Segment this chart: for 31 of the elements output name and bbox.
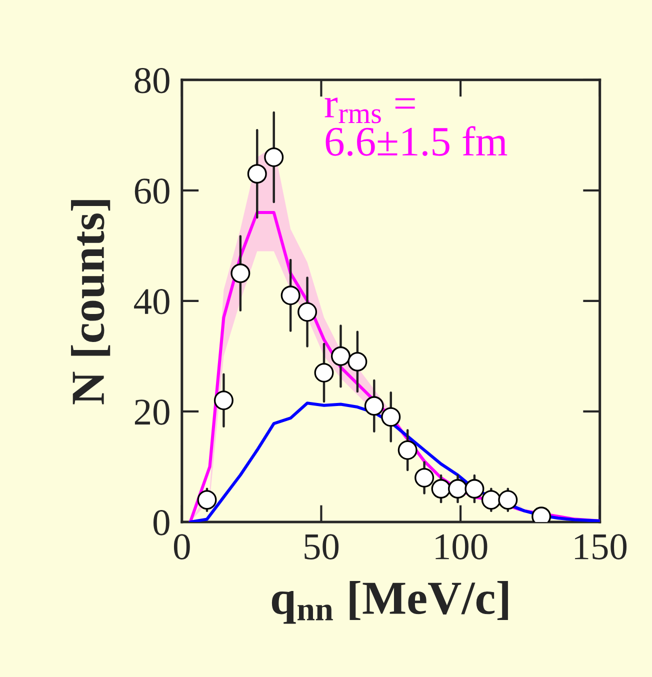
x-tick-label: 150: [575, 534, 627, 560]
point: [348, 352, 368, 372]
point: [330, 346, 350, 366]
y-tick-label: 40: [134, 289, 170, 314]
point: [247, 164, 267, 184]
point: [197, 490, 217, 510]
point: [481, 490, 501, 510]
point: [464, 479, 484, 499]
point: [230, 264, 250, 284]
point: [280, 286, 300, 306]
y-tick-label: 20: [134, 400, 170, 425]
point: [298, 302, 318, 322]
y-tick-label: 0: [153, 510, 170, 536]
x-tick-label: 0: [174, 534, 190, 560]
x-tick-label: 100: [436, 534, 488, 560]
point: [398, 440, 418, 460]
y-axis-title: N [counts]: [71, 200, 110, 404]
point: [448, 479, 468, 499]
point: [314, 363, 334, 383]
point: [431, 479, 451, 499]
point: [364, 396, 384, 416]
point: [381, 407, 401, 427]
point: [214, 390, 234, 410]
point: [414, 468, 434, 488]
y-tick-label: 60: [134, 178, 170, 204]
y-tick-label: 80: [134, 68, 170, 94]
x-tick-label: 50: [304, 534, 339, 560]
point: [498, 490, 518, 510]
annotation: r$_{rms}$ = 6.6±1.5 fm: [324, 98, 508, 156]
x-axis-title: q$_{nn}$ [MeV/c]: [272, 580, 508, 624]
point: [264, 147, 284, 168]
